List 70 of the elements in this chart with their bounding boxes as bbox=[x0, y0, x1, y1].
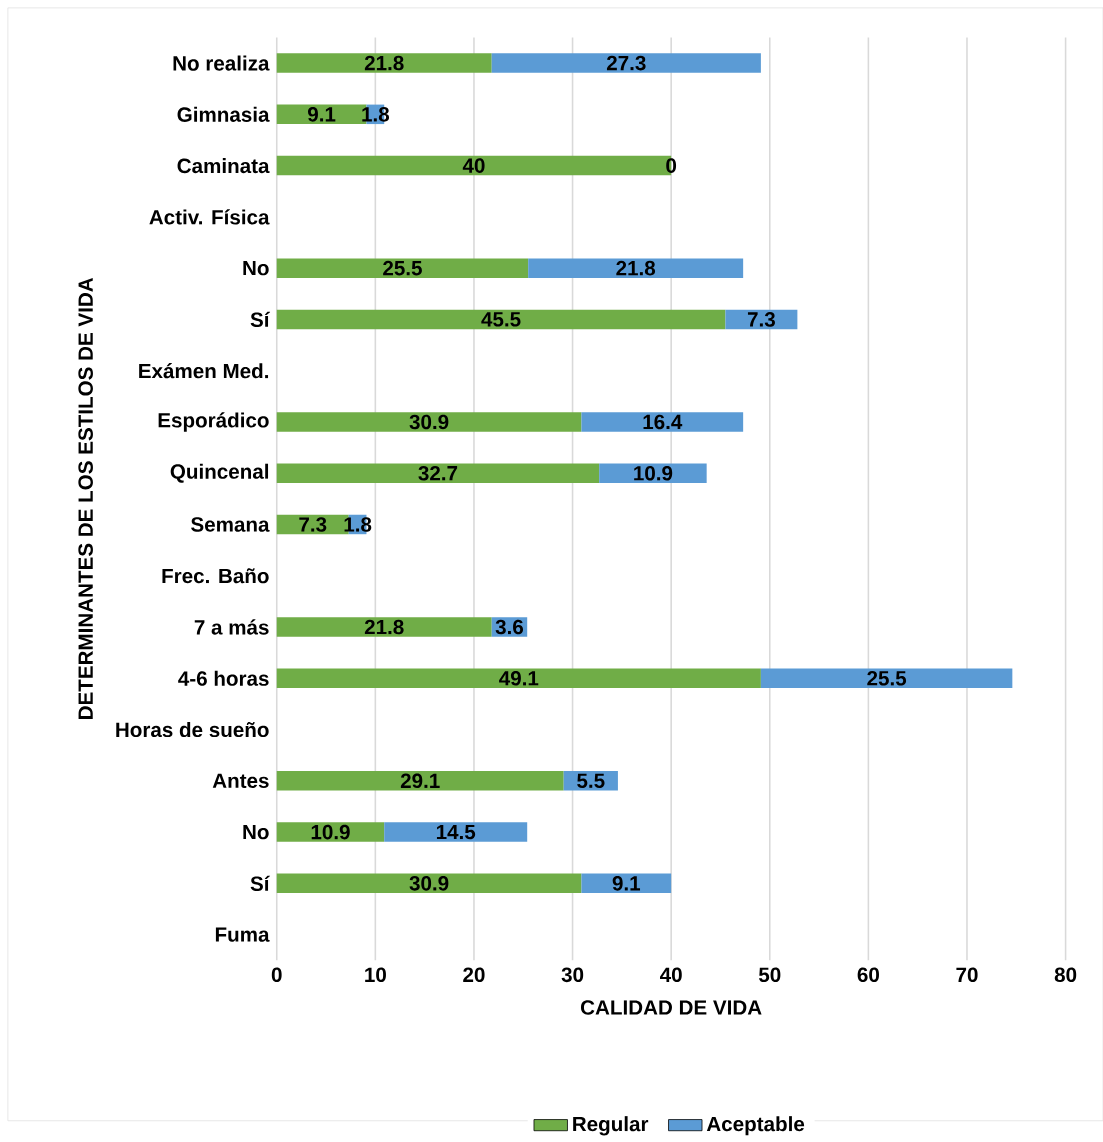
x-tick-label: 40 bbox=[659, 967, 682, 983]
y-tick-label: Frec. Baño bbox=[162, 568, 269, 584]
bar bbox=[527, 258, 743, 278]
x-tick-label: 50 bbox=[758, 967, 781, 983]
data-label: 25.5 bbox=[382, 260, 422, 276]
data-label: 45.5 bbox=[481, 312, 521, 327]
y-tick-label: No bbox=[243, 260, 269, 276]
data-label: 7.3 bbox=[747, 312, 775, 327]
y-tick-label: Esporádico bbox=[158, 412, 269, 432]
y-tick-label: Horas de sueño bbox=[116, 721, 269, 738]
y-tick-label: Activ. Física bbox=[149, 209, 270, 225]
data-label: 21.8 bbox=[364, 619, 404, 635]
y-tick-label: Sí bbox=[250, 311, 270, 328]
bar bbox=[384, 822, 527, 842]
data-label: 10.9 bbox=[633, 465, 672, 481]
y-tick-label: No realiza bbox=[173, 55, 270, 71]
x-tick-label: 60 bbox=[857, 967, 879, 983]
data-label: 16.4 bbox=[643, 414, 682, 430]
data-label: 3.6 bbox=[495, 619, 523, 635]
bar bbox=[276, 668, 761, 689]
x-tick-label: 0 bbox=[271, 967, 282, 983]
bar bbox=[491, 53, 761, 73]
data-label: 21.8 bbox=[616, 260, 655, 276]
bar bbox=[276, 771, 564, 791]
data-label: 10.9 bbox=[311, 824, 350, 840]
bar bbox=[760, 668, 1013, 689]
bar bbox=[581, 412, 743, 432]
bar bbox=[276, 412, 582, 432]
data-label: 30.9 bbox=[409, 414, 449, 430]
bar bbox=[276, 463, 599, 483]
bar bbox=[276, 258, 528, 278]
x-tick-label: 20 bbox=[463, 967, 485, 983]
x-tick-label: 10 bbox=[364, 967, 386, 983]
bar bbox=[276, 822, 385, 842]
y-tick-label: No bbox=[243, 824, 269, 840]
data-label: 49.1 bbox=[498, 670, 539, 686]
bar bbox=[276, 309, 726, 330]
data-label: 14.5 bbox=[436, 824, 475, 840]
data-label: 5.5 bbox=[576, 773, 605, 789]
y-tick-label: Semana bbox=[190, 517, 270, 532]
data-label: 21.8 bbox=[364, 55, 404, 71]
bar bbox=[276, 617, 492, 637]
x-axis-title: CALIDAD DE VIDA bbox=[580, 1000, 762, 1015]
y-tick-label: Fuma bbox=[215, 927, 270, 942]
y-tick-label: 7 a más bbox=[194, 619, 269, 635]
y-axis-title: DETERMINANTES DE LOS ESTILOS DE VIDA bbox=[78, 277, 93, 719]
y-tick-label: Gimnasia bbox=[177, 106, 270, 122]
bar bbox=[276, 873, 582, 894]
x-tick-label: 70 bbox=[956, 967, 978, 983]
x-tick-label: 80 bbox=[1054, 967, 1076, 983]
legend-label: Regular bbox=[572, 1116, 648, 1136]
data-label: 27.3 bbox=[606, 55, 646, 71]
x-tick-label: 30 bbox=[561, 967, 583, 983]
data-label: 7.3 bbox=[299, 517, 327, 532]
data-label: 29.1 bbox=[400, 773, 440, 789]
y-tick-label: Caminata bbox=[177, 158, 270, 174]
bar bbox=[276, 53, 492, 73]
data-label: 32.7 bbox=[418, 465, 457, 481]
data-label: 30.9 bbox=[409, 876, 449, 891]
data-label: 40 bbox=[462, 158, 485, 173]
y-tick-label: Quincenal bbox=[170, 463, 268, 483]
data-label: 9.1 bbox=[612, 876, 640, 891]
bar bbox=[598, 463, 707, 483]
data-label: 25.5 bbox=[867, 670, 906, 686]
y-tick-label: Sí bbox=[250, 875, 270, 892]
y-tick-label: Exámen Med. bbox=[138, 363, 268, 379]
y-tick-label: 4-6 horas bbox=[177, 670, 269, 686]
data-label: 9.1 bbox=[307, 107, 336, 122]
y-tick-label: Antes bbox=[212, 773, 269, 789]
legend-label: Aceptable bbox=[706, 1116, 804, 1136]
